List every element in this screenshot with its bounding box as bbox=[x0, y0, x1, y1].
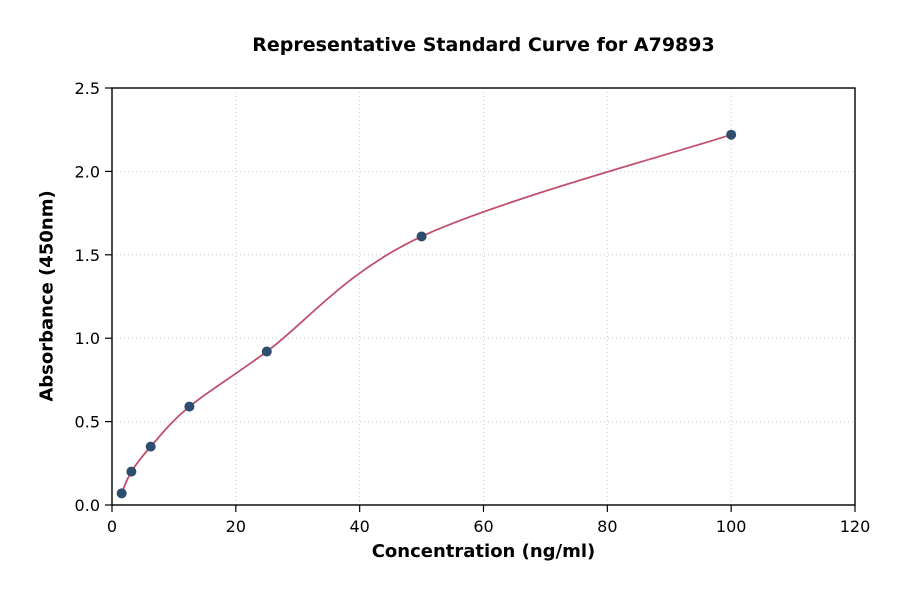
y-tick-label: 0.0 bbox=[75, 496, 100, 515]
data-point bbox=[416, 231, 427, 242]
x-tick-label: 20 bbox=[226, 517, 246, 536]
x-tick-label: 100 bbox=[716, 517, 747, 536]
x-axis-label: Concentration (ng/ml) bbox=[371, 541, 596, 562]
y-axis-label: Absorbance (450nm) bbox=[36, 190, 58, 402]
x-tick-label: 80 bbox=[597, 517, 617, 536]
x-tick-label: 40 bbox=[349, 517, 369, 536]
data-point bbox=[145, 441, 156, 452]
y-tick-label: 2.5 bbox=[75, 79, 100, 98]
y-tick-label: 1.5 bbox=[75, 246, 100, 265]
data-point bbox=[116, 488, 127, 499]
y-tick-label: 2.0 bbox=[75, 162, 100, 181]
fitted-curve bbox=[120, 133, 732, 494]
y-tick-label: 0.5 bbox=[75, 413, 100, 432]
x-tick-label: 0 bbox=[107, 517, 117, 536]
chart-title: Representative Standard Curve for A79893 bbox=[252, 34, 715, 56]
plot-frame bbox=[111, 87, 856, 506]
data-point bbox=[184, 401, 195, 412]
data-point bbox=[726, 129, 737, 140]
x-tick-label: 60 bbox=[473, 517, 493, 536]
y-tick-label: 1.0 bbox=[75, 329, 100, 348]
x-tick-label: 120 bbox=[840, 517, 871, 536]
data-point bbox=[261, 346, 272, 357]
data-point bbox=[126, 466, 137, 477]
